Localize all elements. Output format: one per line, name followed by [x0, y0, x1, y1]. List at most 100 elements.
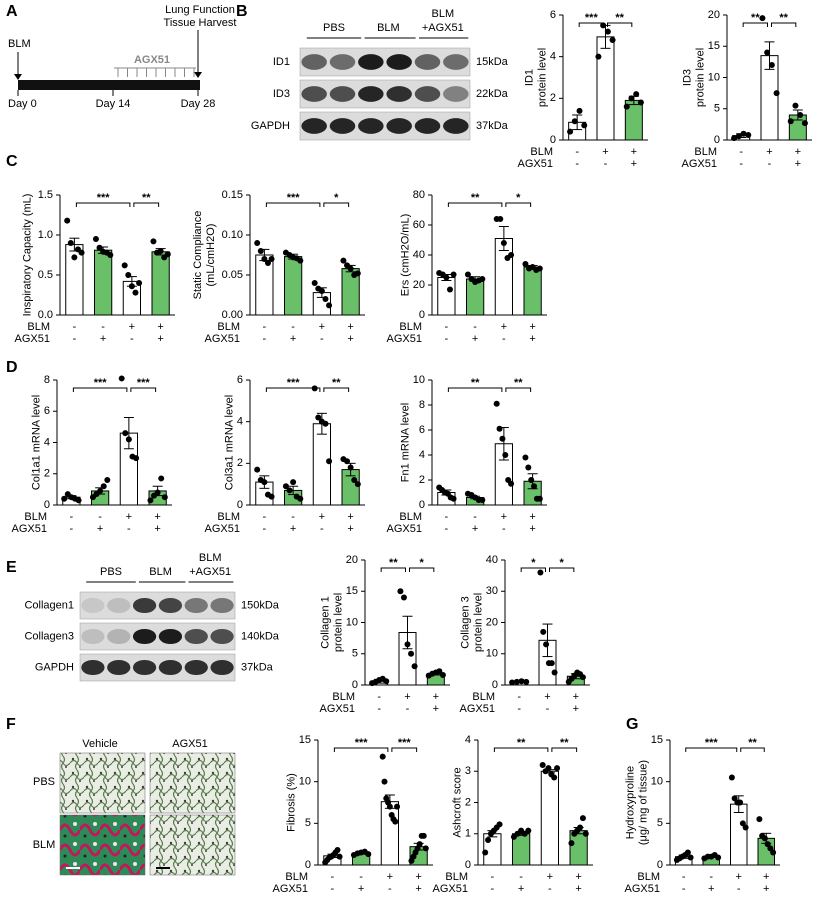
condition-sign: +	[347, 511, 353, 523]
y-tick-label: 40	[486, 554, 498, 566]
histology-image	[59, 814, 146, 876]
blot-band	[107, 597, 131, 614]
condition-sign: -	[502, 333, 506, 345]
blot-band	[386, 86, 412, 102]
y-tick-label: 0	[352, 679, 358, 691]
blot-band	[443, 54, 469, 70]
data-point	[379, 753, 386, 760]
data-point	[315, 414, 322, 421]
significance-label: **	[751, 12, 760, 24]
significance-bracket	[323, 202, 350, 207]
condition-sign: -	[548, 883, 552, 895]
data-point	[568, 840, 575, 847]
condition-sign: -	[388, 883, 392, 895]
condition-sign: -	[604, 158, 608, 170]
y-tick-label: 0	[419, 309, 425, 321]
condition-name: AGX51	[433, 883, 468, 895]
condition-sign: +	[126, 511, 132, 523]
data-point	[311, 280, 318, 286]
data-point	[383, 678, 390, 685]
condition-sign: +	[763, 883, 769, 895]
blot-band	[107, 659, 131, 676]
data-point	[493, 400, 500, 407]
significance-bracket	[551, 747, 578, 752]
data-point	[100, 483, 107, 490]
blot-band	[443, 118, 469, 134]
condition-sign: +	[347, 333, 353, 345]
data-point	[496, 821, 503, 828]
blot-row: ID3	[273, 88, 290, 100]
data-point	[394, 803, 401, 810]
blot-band	[132, 597, 157, 614]
condition-sign: -	[70, 523, 74, 535]
condition-sign: -	[377, 691, 381, 703]
data-point	[420, 832, 427, 839]
panel-label: F	[6, 716, 16, 733]
significance-bracket	[740, 747, 765, 752]
significance-bracket	[265, 387, 321, 392]
condition-sign: -	[768, 158, 772, 170]
data-point	[254, 466, 261, 473]
data-point	[446, 286, 453, 293]
condition-sign: -	[263, 511, 267, 523]
data-point	[536, 265, 543, 272]
data-point	[768, 62, 775, 68]
condition-name: AGX51	[320, 703, 355, 715]
condition-sign: -	[517, 703, 521, 715]
y-tick-label: 5	[305, 817, 311, 829]
bar	[596, 36, 615, 141]
treatment: AGX51	[134, 54, 170, 66]
y-tick-label: 0	[465, 859, 471, 871]
data-point	[740, 130, 747, 137]
data-point	[96, 244, 103, 251]
y-tick-label: 10	[708, 71, 720, 83]
data-point	[147, 497, 154, 504]
data-point	[104, 477, 111, 483]
panel-label: C	[6, 153, 18, 170]
data-point	[548, 660, 555, 667]
condition-sign: +	[97, 523, 103, 535]
blot-size: 150kDa	[241, 599, 280, 611]
data-point	[637, 99, 644, 106]
y-tick-label: 60	[413, 219, 425, 231]
y-tick-label: 6	[419, 424, 425, 436]
blot-band	[158, 659, 183, 676]
blot-band	[132, 659, 157, 676]
data-point	[436, 668, 443, 675]
data-point	[595, 53, 602, 60]
significance-bracket	[607, 22, 633, 27]
condition-sign: +	[415, 883, 421, 895]
y-tick-label: 0.05	[222, 269, 243, 281]
data-point	[522, 454, 529, 461]
panel-label: B	[236, 3, 248, 20]
data-point	[416, 841, 423, 848]
data-point	[684, 849, 691, 856]
condition-sign: -	[737, 883, 741, 895]
data-point	[579, 815, 586, 822]
condition-sign: -	[98, 511, 102, 523]
y-axis-label: protein level	[473, 593, 485, 652]
blot-band	[386, 54, 412, 70]
condition-sign: +	[290, 523, 296, 535]
blot-strip	[79, 653, 236, 682]
condition-sign: -	[517, 691, 521, 703]
y-tick-label: 2	[237, 457, 243, 469]
condition-name: AGX51	[625, 883, 660, 895]
data-point	[528, 477, 535, 483]
y-tick-label: 6	[550, 9, 556, 21]
y-tick-label: 10	[486, 648, 498, 660]
condition-name: BLM	[27, 321, 50, 333]
condition-sign: +	[631, 158, 637, 170]
data-point	[576, 107, 583, 114]
data-point	[286, 487, 293, 494]
histology-image	[149, 752, 236, 814]
data-point	[525, 827, 532, 834]
significance-bracket	[265, 202, 321, 207]
y-tick-label: 8	[419, 399, 425, 411]
data-point	[482, 849, 489, 856]
y-tick-label: 10	[346, 616, 358, 628]
data-point	[581, 122, 588, 129]
y-axis-label: Ashcroft score	[452, 767, 464, 837]
blot-band	[210, 628, 234, 645]
condition-sign: -	[491, 883, 495, 895]
